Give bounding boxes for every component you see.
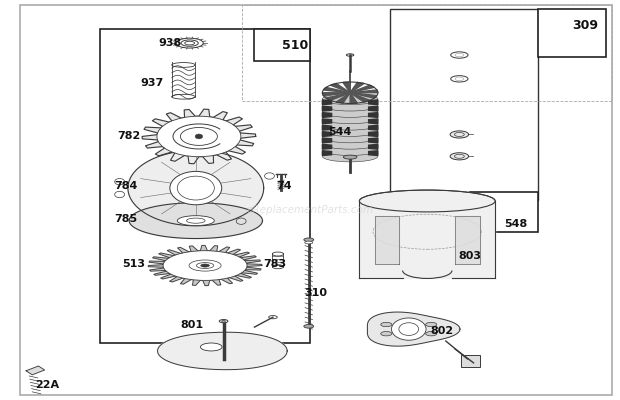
Polygon shape	[350, 93, 357, 104]
Ellipse shape	[450, 153, 469, 160]
Polygon shape	[322, 125, 332, 130]
Text: 803: 803	[458, 251, 481, 261]
Circle shape	[170, 171, 222, 205]
Ellipse shape	[322, 100, 378, 111]
Polygon shape	[322, 106, 332, 111]
Polygon shape	[350, 85, 374, 93]
Polygon shape	[343, 82, 350, 93]
Bar	[254, 29, 310, 61]
Polygon shape	[369, 132, 378, 136]
Ellipse shape	[343, 155, 357, 159]
Text: 937: 937	[140, 78, 164, 88]
Ellipse shape	[381, 322, 392, 327]
Polygon shape	[369, 144, 378, 149]
Polygon shape	[350, 93, 377, 98]
Ellipse shape	[177, 216, 215, 226]
Polygon shape	[142, 109, 255, 164]
Ellipse shape	[360, 190, 495, 212]
Circle shape	[391, 318, 426, 340]
Bar	[100, 29, 310, 343]
Polygon shape	[322, 93, 350, 96]
Polygon shape	[330, 84, 350, 93]
Ellipse shape	[305, 241, 312, 244]
Polygon shape	[369, 106, 378, 111]
Text: 784: 784	[114, 181, 138, 191]
Polygon shape	[369, 113, 378, 117]
Ellipse shape	[304, 238, 314, 242]
Polygon shape	[148, 246, 262, 286]
Ellipse shape	[322, 119, 378, 130]
Bar	[471, 192, 538, 232]
Polygon shape	[322, 138, 332, 143]
Text: 785: 785	[114, 214, 138, 224]
Ellipse shape	[322, 151, 378, 162]
Polygon shape	[322, 151, 332, 156]
Text: 309: 309	[572, 19, 598, 32]
Polygon shape	[323, 87, 350, 93]
Ellipse shape	[322, 138, 378, 149]
Polygon shape	[322, 113, 332, 117]
Polygon shape	[369, 119, 378, 124]
Ellipse shape	[163, 251, 247, 280]
Bar	[538, 9, 606, 57]
Polygon shape	[350, 93, 370, 102]
Ellipse shape	[322, 132, 378, 143]
Text: 74: 74	[276, 181, 291, 191]
Text: 783: 783	[264, 258, 287, 268]
Ellipse shape	[201, 264, 210, 267]
Text: 310: 310	[304, 288, 327, 298]
Ellipse shape	[322, 113, 378, 124]
Ellipse shape	[322, 144, 378, 156]
Polygon shape	[369, 125, 378, 130]
Polygon shape	[26, 366, 45, 375]
Text: 801: 801	[180, 320, 203, 330]
Text: 510: 510	[282, 38, 309, 52]
Ellipse shape	[322, 125, 378, 136]
Polygon shape	[375, 216, 399, 264]
Polygon shape	[350, 90, 378, 93]
Ellipse shape	[157, 116, 241, 157]
Bar	[461, 355, 480, 367]
Polygon shape	[322, 132, 332, 136]
Polygon shape	[350, 82, 364, 93]
Polygon shape	[322, 100, 332, 105]
Ellipse shape	[426, 332, 436, 336]
Polygon shape	[128, 150, 264, 226]
Polygon shape	[455, 216, 480, 264]
Ellipse shape	[322, 94, 378, 105]
Polygon shape	[322, 144, 332, 149]
Polygon shape	[369, 151, 378, 156]
Text: 548: 548	[505, 219, 528, 229]
Circle shape	[195, 134, 203, 139]
Ellipse shape	[200, 343, 222, 351]
Bar	[390, 9, 538, 200]
Polygon shape	[157, 332, 287, 370]
Text: 782: 782	[117, 132, 141, 142]
Bar	[242, 5, 613, 101]
Text: 513: 513	[122, 258, 145, 268]
Ellipse shape	[426, 322, 436, 327]
Text: 22A: 22A	[35, 380, 60, 390]
Text: 802: 802	[430, 326, 453, 336]
Text: 938: 938	[159, 38, 182, 48]
Polygon shape	[129, 203, 262, 238]
Polygon shape	[360, 201, 495, 278]
Polygon shape	[336, 93, 350, 103]
Polygon shape	[368, 312, 460, 346]
Text: 544: 544	[329, 128, 352, 138]
Ellipse shape	[219, 320, 228, 323]
Text: eReplacementParts.com: eReplacementParts.com	[246, 205, 374, 215]
Polygon shape	[369, 138, 378, 143]
Ellipse shape	[381, 332, 392, 336]
Polygon shape	[322, 119, 332, 124]
Ellipse shape	[322, 106, 378, 117]
Ellipse shape	[450, 131, 469, 138]
Ellipse shape	[304, 324, 314, 328]
Polygon shape	[369, 100, 378, 105]
Polygon shape	[326, 93, 350, 100]
